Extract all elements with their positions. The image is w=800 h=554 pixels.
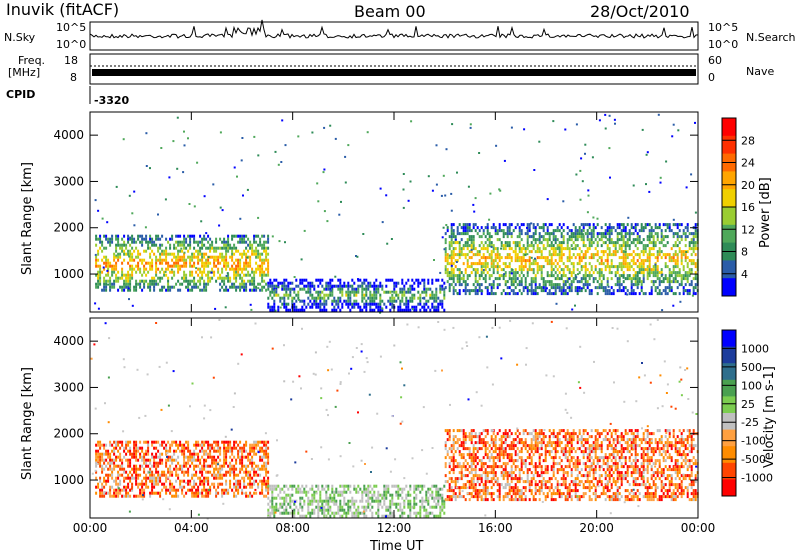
velocity-sparse-scatter <box>90 319 698 520</box>
power-ytick-label-0: 1000 <box>53 267 84 281</box>
power-region-1 <box>267 278 446 312</box>
velocity-ytick-label-2: 3000 <box>53 380 84 394</box>
velocity-colorbar-swatch-9 <box>722 479 736 497</box>
power-colorbar-tick-label-5: 8 <box>741 246 748 259</box>
nsky-tick-bottom: 10^0 <box>56 38 87 51</box>
velocity-colorbar-swatch-2 <box>722 363 736 381</box>
velocity-colorbar-swatch-4 <box>722 396 736 414</box>
velocity-colorbar-tick-label-5: -100 <box>741 435 766 448</box>
cpid-value: -3320 <box>94 94 130 107</box>
xtick-label-1: 04:00 <box>174 521 209 535</box>
nsky-trace <box>89 19 699 39</box>
nsearch-tick-top: 10^5 <box>708 21 739 34</box>
xtick-label-3: 12:00 <box>377 521 412 535</box>
xtick-label-5: 20:00 <box>579 521 614 535</box>
xtick-label-4: 16:00 <box>478 521 513 535</box>
nave-tick-top: 60 <box>708 54 722 67</box>
nave-label: Nave <box>746 65 775 78</box>
power-colorbar-tick-label-2: 20 <box>741 179 755 192</box>
velocity-colorbar-tick-label-6: -500 <box>741 453 766 466</box>
freq-unit: [MHz] <box>8 66 41 79</box>
freq-tick-top: 18 <box>64 54 78 67</box>
velocity-colorbar-swatch-3 <box>722 379 736 397</box>
nsky-label: N.Sky <box>4 31 36 44</box>
velocity-colorbar-swatch-5 <box>722 413 736 431</box>
velocity-colorbar-swatch-6 <box>722 429 736 447</box>
power-sparse-scatter <box>94 113 697 314</box>
velocity-region-1 <box>267 484 446 518</box>
power-colorbar-swatch-6 <box>722 224 736 244</box>
xtick-label-6: 00:00 <box>681 521 716 535</box>
nsearch-tick-bottom: 10^0 <box>708 38 739 51</box>
power-colorbar-tick-label-0: 28 <box>741 134 755 147</box>
velocity-colorbar-tick-label-2: 100 <box>741 379 762 392</box>
velocity-region-0 <box>95 440 270 498</box>
xtick-label-2: 08:00 <box>275 521 310 535</box>
velocity-colorbar-swatch-0 <box>722 330 736 348</box>
freq-trace-band <box>92 69 696 76</box>
power-region-0 <box>95 234 270 292</box>
freq-tick-bottom: 8 <box>70 71 77 84</box>
power-colorbar-tick-label-4: 12 <box>741 223 755 236</box>
power-ytick-label-3: 4000 <box>53 128 84 142</box>
power-colorbar-swatch-1 <box>722 135 736 155</box>
station-title: Inuvik (fitACF) <box>6 0 120 19</box>
xtick-label-0: 00:00 <box>73 521 108 535</box>
velocity-colorbar-swatch-8 <box>722 462 736 480</box>
freq-panel-frame <box>89 53 699 85</box>
velocity-colorbar-tick-label-1: 500 <box>741 361 762 374</box>
velocity-ytick-label-1: 2000 <box>53 427 84 441</box>
power-ytick-label-1: 2000 <box>53 221 84 235</box>
velocity-ytick-label-0: 1000 <box>53 473 84 487</box>
velocity-ytick-label-3: 4000 <box>53 334 84 348</box>
power-colorbar-swatch-3 <box>722 171 736 190</box>
velocity-colorbar-swatch-7 <box>722 446 736 464</box>
power-colorbar-tick-label-6: 4 <box>741 268 748 281</box>
x-axis-label: Time UT <box>370 539 424 554</box>
power-colorbar-tick-label-3: 16 <box>741 201 755 214</box>
velocity-plot-background <box>90 318 698 518</box>
nsearch-label: N.Search <box>746 31 796 44</box>
power-colorbar-tick-label-1: 24 <box>741 157 755 170</box>
velocity-colorbar-tick-label-3: 25 <box>741 398 755 411</box>
power-ytick-label-2: 3000 <box>53 174 84 188</box>
power-colorbar-swatch-0 <box>722 118 736 137</box>
nsky-tick-top: 10^5 <box>56 21 87 34</box>
power-colorbar-swatch-5 <box>722 207 736 226</box>
velocity-colorbar-tick-label-0: 1000 <box>741 342 769 355</box>
velocity-region-2 <box>444 429 699 502</box>
freq-label: Freq. <box>18 54 46 67</box>
velocity-colorbar-frame <box>721 329 737 497</box>
power-region-2 <box>444 223 699 296</box>
beam-title: Beam 00 <box>354 2 426 21</box>
power-colorbar-swatch-4 <box>722 189 736 208</box>
date-title: 28/Oct/2010 <box>590 2 690 21</box>
power-colorbar-swatch-8 <box>722 260 736 279</box>
nave-tick-bottom: 0 <box>708 71 715 84</box>
velocity-colorbar-tick-label-7: -1000 <box>741 472 773 485</box>
power-colorbar-swatch-9 <box>722 278 736 297</box>
velocity-colorbar-swatch-1 <box>722 346 736 364</box>
velocity-colorbar-tick-label-4: -25 <box>741 416 759 429</box>
cpid-label: CPID <box>6 88 36 101</box>
